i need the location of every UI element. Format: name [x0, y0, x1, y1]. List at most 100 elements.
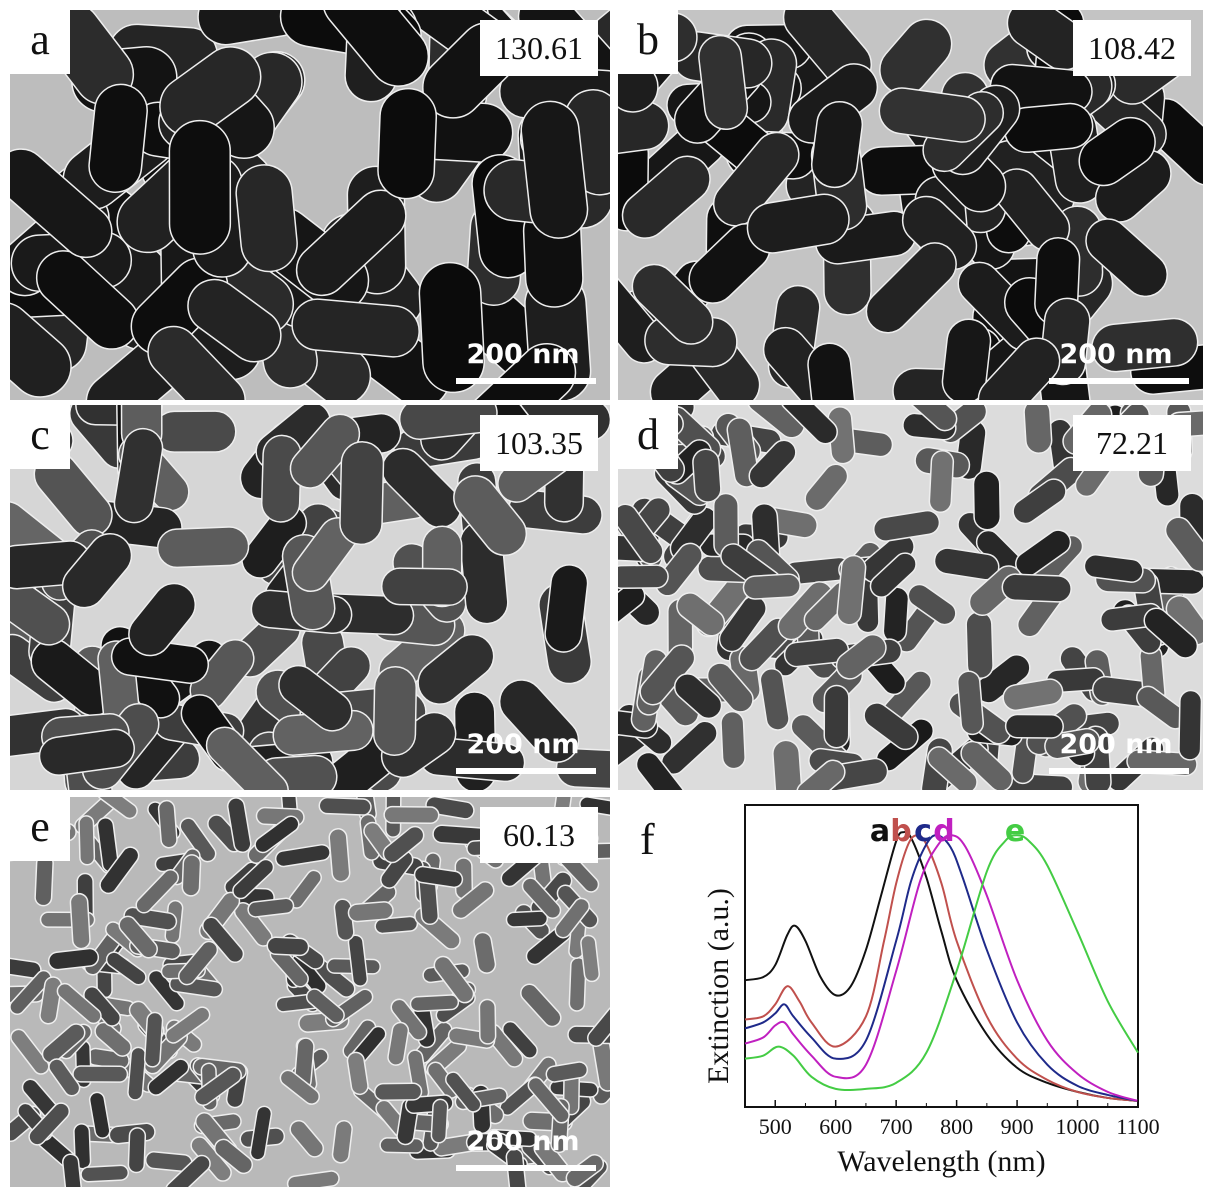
nanorod — [972, 470, 1002, 531]
nanorod — [61, 533, 133, 609]
nanorod — [1091, 317, 1199, 373]
nanorod — [72, 1065, 129, 1083]
nanorod — [933, 547, 1000, 581]
nanorod — [956, 670, 985, 736]
nanorod — [1012, 478, 1067, 525]
nanorod — [965, 610, 994, 680]
nanorod — [654, 542, 703, 597]
nanorod — [105, 951, 147, 986]
nanorod — [1001, 573, 1072, 603]
nanorod — [286, 1170, 340, 1187]
nanorod — [147, 325, 246, 400]
nanorod — [927, 746, 978, 790]
nanorod — [47, 947, 100, 971]
nanorod — [380, 567, 468, 607]
nanorod — [127, 1046, 147, 1101]
nanorod — [873, 509, 941, 542]
nanorod — [807, 342, 857, 400]
scale-bar-a — [456, 378, 596, 384]
scale-label-b: 200 nm — [1059, 339, 1173, 370]
nanorod — [56, 982, 102, 1025]
nanorod — [720, 710, 746, 770]
nanorod — [181, 854, 202, 897]
nanorod — [783, 637, 850, 668]
x-tick-label: 500 — [759, 1114, 792, 1139]
nanorod — [165, 1154, 211, 1187]
nanorod — [88, 1091, 111, 1139]
nanorod — [520, 983, 562, 1028]
nanorod — [61, 1153, 84, 1187]
nanorod — [35, 250, 140, 350]
nanorod — [498, 679, 580, 763]
nanorod — [453, 475, 528, 557]
aspect-value-c: 103.35 — [480, 415, 598, 471]
nanorod — [748, 439, 797, 489]
nanorod — [39, 976, 63, 1025]
nanorod — [810, 100, 864, 189]
nanorod — [692, 448, 722, 503]
nanorod — [520, 100, 589, 239]
nanorod — [289, 1119, 325, 1158]
nanorod — [706, 662, 754, 713]
nanorod — [372, 666, 417, 756]
nanorod — [780, 405, 838, 445]
tem-image-a — [10, 10, 610, 400]
nanorod — [232, 858, 275, 900]
scale-label-d: 200 nm — [1059, 729, 1173, 760]
nanorod — [305, 988, 345, 1024]
tem-panel-b: b 108.42 200 nm — [618, 10, 1203, 400]
nanorod — [1004, 713, 1064, 739]
nanorod — [331, 1119, 353, 1164]
nanorod — [347, 901, 394, 923]
nanorod — [118, 915, 158, 959]
series-label-e: e — [1005, 814, 1025, 849]
nanorod — [501, 1020, 538, 1059]
nanorod — [836, 554, 867, 626]
nanorod — [673, 673, 723, 720]
nanorod — [226, 797, 252, 854]
panel-label-d: d — [618, 405, 678, 469]
nanorod — [398, 405, 498, 440]
nanorod — [279, 1069, 320, 1105]
x-tick-label: 700 — [880, 1114, 913, 1139]
nanorod — [157, 799, 178, 849]
nanorod — [409, 994, 460, 1012]
scale-bar-b — [1049, 378, 1189, 384]
nanorod — [113, 427, 164, 524]
nanorod — [10, 1028, 50, 1075]
nanorod — [339, 441, 385, 546]
series-label-b: b — [890, 814, 911, 849]
nanorod — [159, 46, 262, 138]
nanorod — [587, 1005, 610, 1047]
nanorod — [712, 131, 800, 227]
nanorod — [10, 301, 72, 398]
nanorod — [977, 337, 1061, 400]
nanorod — [417, 633, 495, 705]
panel-label-c: c — [10, 405, 70, 469]
nanorod — [445, 1071, 482, 1113]
nanorod — [96, 797, 138, 820]
nanorod — [278, 664, 353, 732]
nanorod — [555, 748, 610, 790]
nanorod — [34, 854, 54, 907]
x-tick-label: 1100 — [1116, 1114, 1159, 1139]
nanorod — [143, 1011, 164, 1068]
series-label-a: a — [870, 814, 890, 849]
nanorod — [878, 87, 986, 143]
nanorod — [78, 815, 96, 866]
nanorod — [865, 242, 957, 334]
y-axis-label: Extinction (a.u.) — [702, 888, 735, 1084]
nanorod — [879, 18, 953, 96]
nanorod — [835, 633, 887, 680]
scale-label-a: 200 nm — [466, 339, 580, 370]
scale-bar-e — [456, 1165, 596, 1171]
nanorod — [635, 751, 686, 790]
nanorod — [168, 119, 232, 255]
aspect-value-a: 130.61 — [480, 20, 598, 76]
scale-bar-c — [456, 768, 596, 774]
nanorod — [451, 881, 495, 920]
nanorod — [41, 1023, 86, 1064]
nanorod — [527, 1076, 570, 1124]
nanorod — [383, 805, 440, 825]
nanorod — [147, 1058, 190, 1096]
